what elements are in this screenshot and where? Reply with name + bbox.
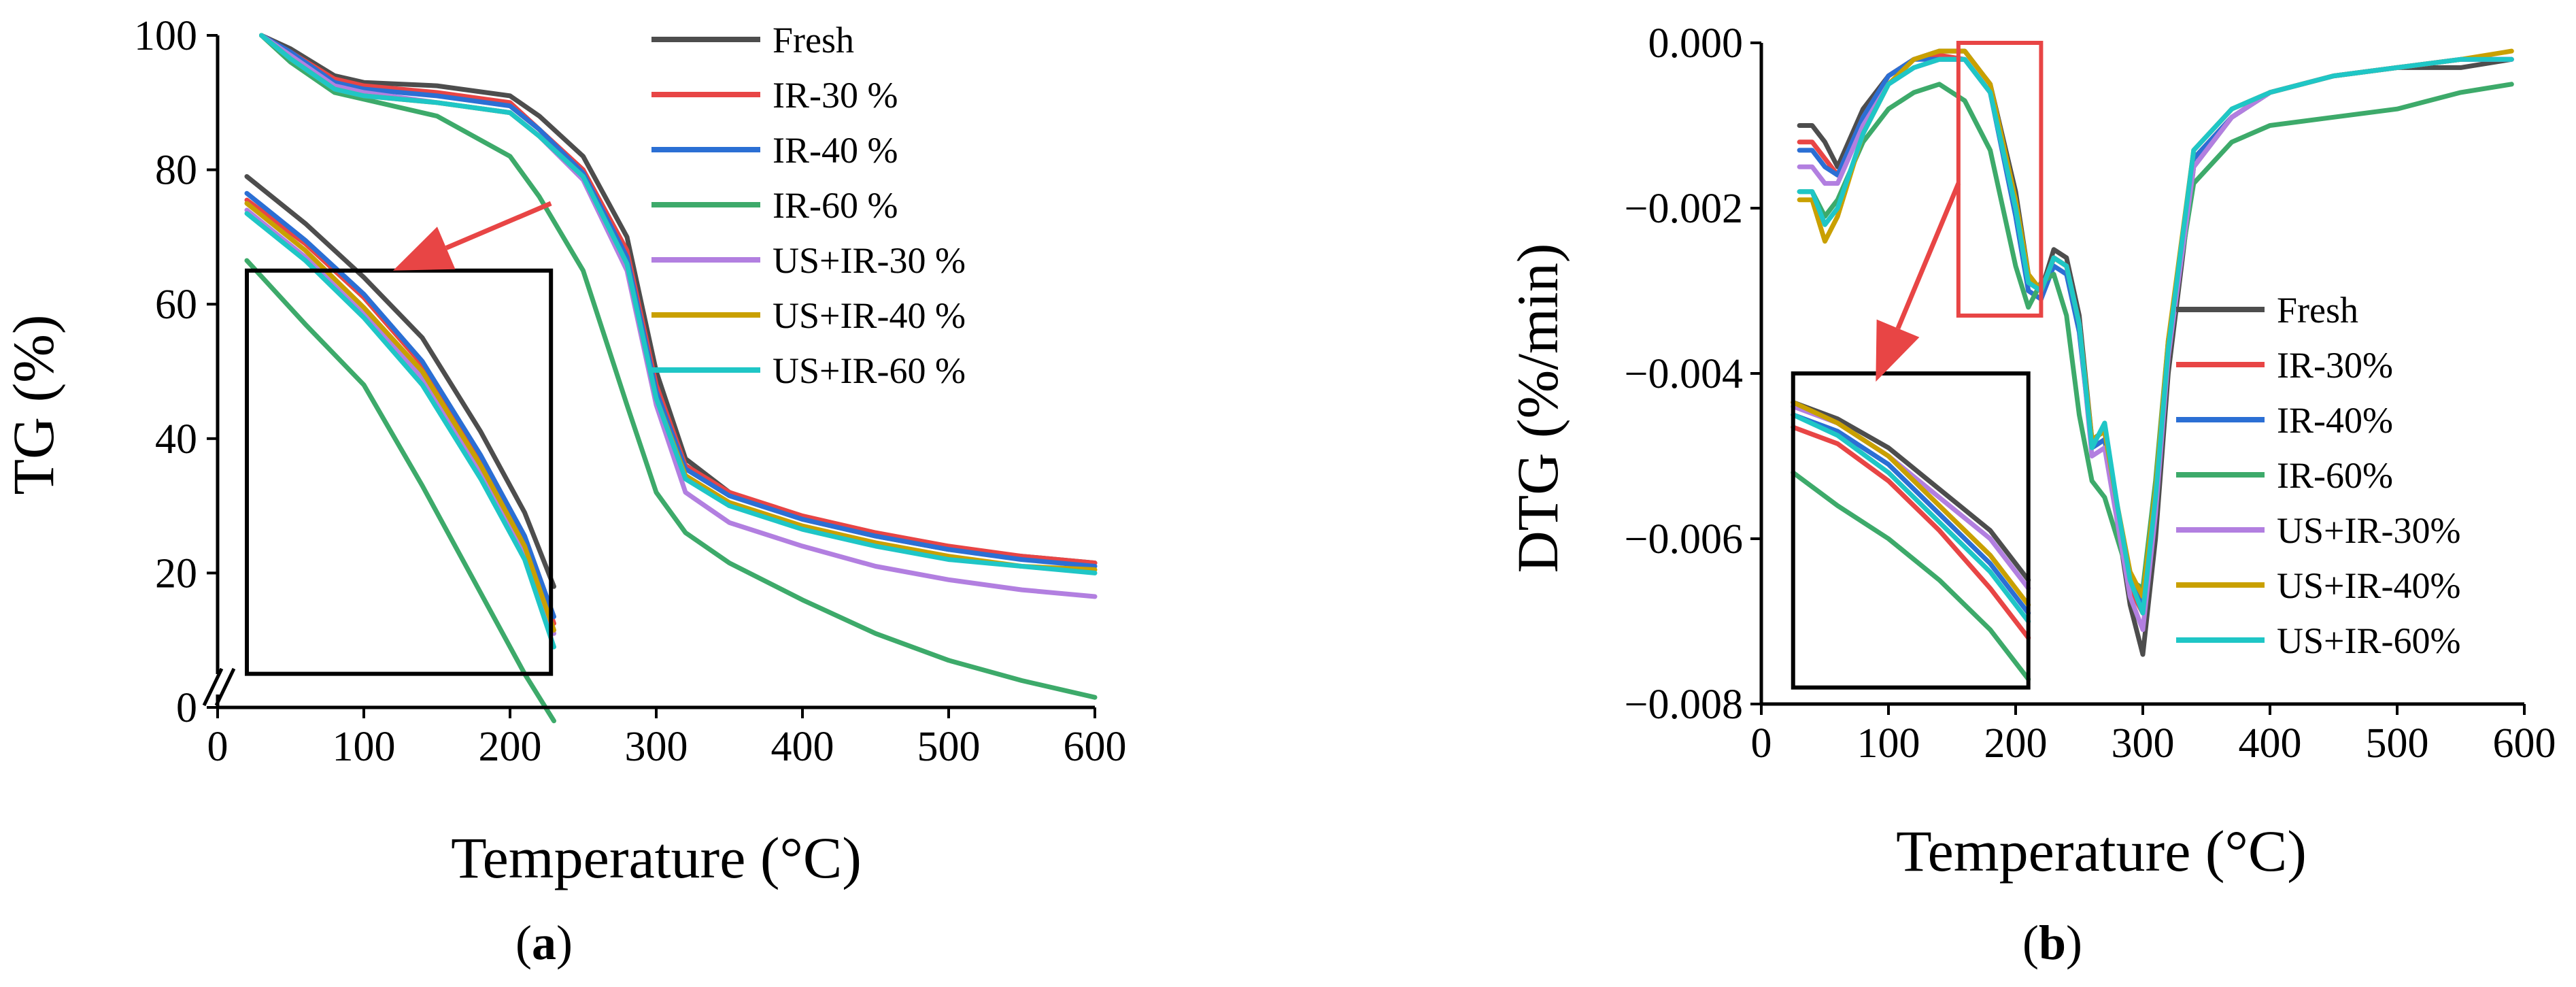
dtg-ytick-label: −0.006 [1625,516,1743,563]
tg-ytick-label: 80 [155,148,197,194]
dtg-inset-arrow-head [1876,319,1920,382]
tg-series-ir-30-pct [259,33,1098,566]
dtg-inset-series-ir-60pct [1791,470,2031,682]
tg-ylabel: TG (%) [1,314,66,495]
tg-inset-series-us-plus-ir-40-pct [244,201,556,633]
dtg-legend-label-us-plus-ir-40pct: US+IR-40% [2277,565,2460,606]
dtg-series-us-plus-ir-60pct [1797,56,2514,616]
dtg-xtick-label: 200 [1984,720,2048,767]
tg-inset-group [244,174,556,724]
dtg-series-ir-60pct [1797,82,2514,591]
dtg-inset-series-us-plus-ir-40pct [1791,400,2031,607]
dtg-inset-series-ir-40pct [1791,412,2031,616]
tg-series-us-plus-ir-60-pct [259,33,1098,575]
tg-ytick-label: 60 [155,282,197,328]
dtg-xtick-label: 500 [2366,720,2429,767]
dtg-panel-label-letter: b [2039,916,2066,970]
dtg-legend-label-ir-60pct: IR-60% [2277,455,2393,496]
dtg-inset-series-us-plus-ir-60pct [1791,412,2031,624]
tg-ticks: 0 100 200 300 400 500 600 0 20 40 60 80 100 [134,13,1127,770]
tg-inset-arrow-shaft [445,201,552,250]
tg-chart-panel: 0 100 200 300 400 500 600 0 20 40 60 80 100 TG (%) T… [1,13,1127,970]
tg-legend-label-us-plus-ir-60-pct: US+IR-60 % [773,350,966,391]
tg-ytick-label: 0 [176,685,197,731]
tg-series-ir-40-pct [259,33,1098,569]
tg-legend-label-ir-40-pct: IR-40 % [773,130,898,171]
dtg-ytick-label: −0.008 [1625,682,1743,728]
dtg-legend-label-ir-30pct: IR-30% [2277,345,2393,386]
dtg-inset-series-fresh [1791,400,2031,583]
tg-axis-break-mark-1 [202,667,224,707]
tg-ytick-label: 100 [134,13,197,59]
tg-inset-series-us-plus-ir-60-pct [244,211,556,650]
dtg-legend-label-ir-40pct: IR-40% [2277,400,2393,441]
dtg-xtick-label: 0 [1751,720,1772,767]
tg-ytick-label: 20 [155,550,197,597]
tg-ytick-label: 40 [155,416,197,463]
dtg-ytick-label: 0.000 [1648,20,1744,67]
dtg-inset-box [1791,371,2031,690]
dtg-legend-label-us-plus-ir-30pct: US+IR-30% [2277,510,2460,551]
dtg-inset-series-ir-30pct [1791,424,2031,641]
tg-xtick-label: 400 [771,724,834,770]
tg-inset-series-ir-40-pct [244,190,556,620]
tg-panel-label-letter: a [532,916,556,970]
dtg-legend: Fresh IR-30% IR-40% IR-60% US+IR-30% US+IR-40… [2176,290,2460,661]
tg-inset-series-fresh [244,174,556,589]
tg-series-ir-60-pct [259,33,1098,700]
tg-xtick-label: 200 [479,724,542,770]
tg-xtick-label: 0 [207,724,228,770]
tg-xtick-label: 600 [1064,724,1127,770]
tg-panel-label-close: ) [556,916,573,970]
svg-text:(a): (a) [515,916,573,970]
tg-legend-label-fresh: Fresh [773,20,854,61]
dtg-panel-label-open: ( [2022,916,2039,970]
tg-xtick-label: 300 [625,724,688,770]
dtg-panel-label-close: ) [2066,916,2082,970]
dtg-ytick-label: −0.004 [1625,351,1743,397]
svg-text:(b): (b) [2022,916,2082,970]
tg-panel-label-open: ( [515,916,532,970]
dtg-panel-label: (b) [2022,916,2082,970]
tg-legend-label-us-plus-ir-40-pct: US+IR-40 % [773,295,966,336]
dtg-ytick-label: −0.002 [1625,186,1743,232]
dtg-chart-panel: 0 100 200 300 400 500 600 0.000 −0.002 −0.004 −0.0… [1505,20,2556,970]
tg-inset-arrow-head [393,227,456,271]
dtg-xtick-label: 600 [2493,720,2556,767]
dtg-series-group [1797,41,2514,657]
dtg-inset-arrow-shaft [1895,182,1961,330]
tg-xtick-label: 500 [917,724,981,770]
dtg-xtick-label: 300 [2112,720,2175,767]
dtg-highlight-box [1956,41,2044,318]
dtg-legend-label-us-plus-ir-60pct: US+IR-60% [2277,620,2460,661]
tg-legend-label-ir-60-pct: IR-60 % [773,185,898,226]
tg-inset-box [245,268,554,676]
dtg-inset-group [1791,182,2031,690]
tg-legend: Fresh IR-30 % IR-40 % IR-60 % US+IR-30 % US+I… [651,20,966,391]
dtg-xtick-label: 400 [2239,720,2302,767]
tg-axis-break-mark-2 [214,667,236,707]
tg-xtick-label: 100 [333,724,396,770]
dtg-legend-label-fresh: Fresh [2277,290,2358,331]
tg-panel-label: (a) [515,916,573,970]
tg-legend-label-ir-30-pct: IR-30 % [773,75,898,116]
dtg-xlabel: Temperature (°C) [1896,818,2307,884]
dtg-ylabel: DTG (%/min) [1505,244,1570,573]
dtg-xtick-label: 100 [1857,720,1920,767]
dtg-ticks: 0 100 200 300 400 500 600 0.000 −0.002 −0.004 −0.0… [1625,20,2556,767]
tg-series-group [259,33,1098,700]
tg-xlabel: Temperature (°C) [451,825,862,890]
tg-legend-label-us-plus-ir-30-pct: US+IR-30 % [773,240,966,281]
